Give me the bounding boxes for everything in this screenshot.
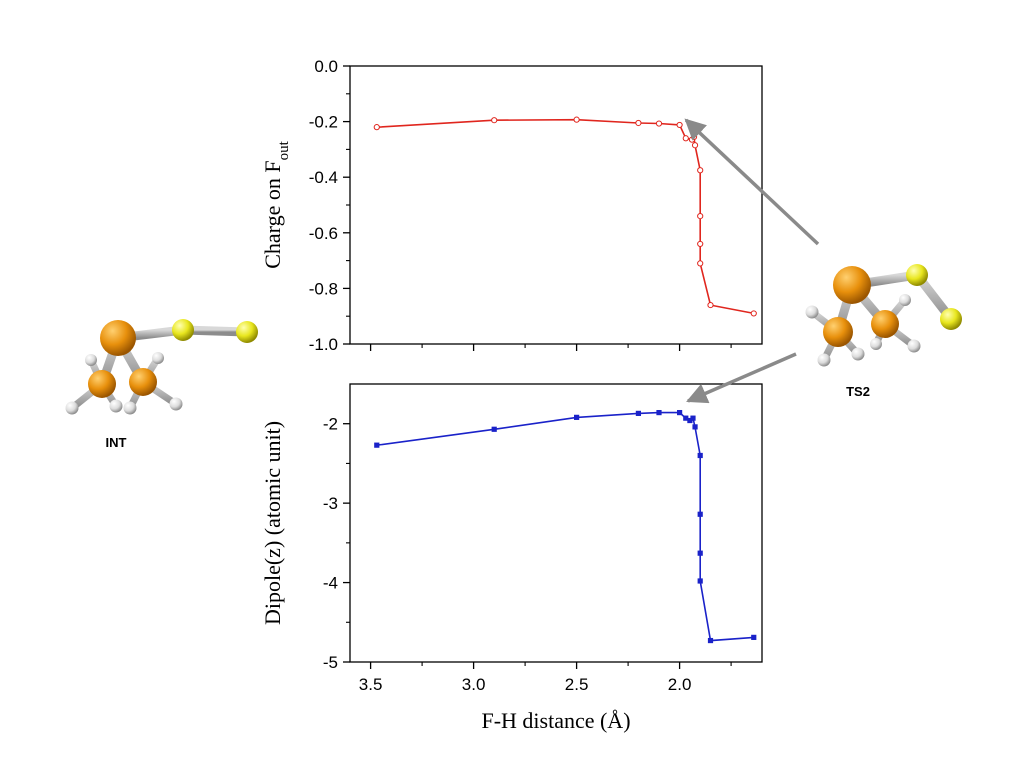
charge-point <box>697 167 704 174</box>
dipole-point <box>635 410 641 416</box>
dipole-line <box>376 411 754 642</box>
charge-point <box>697 260 704 267</box>
dipole-y-tick-label: -4 <box>323 574 338 593</box>
dipole-x-tick-label: 2.5 <box>565 675 589 694</box>
charge-point <box>573 116 580 123</box>
dipole-point <box>697 578 703 584</box>
charge-y-tick-label: -0.8 <box>309 279 338 298</box>
dipole-point <box>656 409 662 416</box>
charge-point <box>697 240 704 248</box>
dipole-y-tick-label: -3 <box>323 494 338 513</box>
charge-point <box>655 120 663 127</box>
charge-point <box>635 119 642 127</box>
charge-y-axis-title: Charge on Fout <box>260 140 292 268</box>
dipole-point <box>707 637 714 644</box>
ts2-molecule-icon <box>805 264 962 367</box>
charge-point <box>676 121 683 129</box>
charge-panel: 0.0 -0.2 -0.4 -0.6 -0.8 -1.0 Charge on Fout <box>260 57 763 354</box>
charge-y-tick-label: 0.0 <box>314 57 338 76</box>
charge-point <box>697 213 704 220</box>
charge-series <box>373 116 757 317</box>
charge-point <box>373 124 380 131</box>
ts2-label: TS2 <box>846 384 870 399</box>
charge-x-ticks <box>369 344 732 351</box>
dipole-x-tick-label: 3.0 <box>462 675 486 694</box>
charge-y-tick-label: -1.0 <box>309 335 338 354</box>
dipole-y-ticks: -2 -3 -4 -5 <box>323 415 350 672</box>
dipole-x-ticks: 3.5 3.0 2.5 2.0 <box>359 662 732 694</box>
arrow-to-dipole <box>686 352 797 404</box>
dipole-point <box>692 424 698 430</box>
charge-point <box>491 117 498 124</box>
dipole-y-axis-title: Dipole(z) (atomic unit) <box>260 421 285 625</box>
dipole-point <box>574 414 580 420</box>
dipole-point <box>687 417 693 424</box>
charge-point <box>690 133 698 140</box>
dipole-plot-frame <box>349 383 763 663</box>
dipole-y-tick-label: -5 <box>323 653 338 672</box>
charge-point <box>707 301 714 309</box>
dipole-point <box>697 511 703 517</box>
dipole-point <box>697 452 703 459</box>
dipole-point <box>491 426 497 432</box>
x-axis-title: F-H distance (Å) <box>481 708 630 733</box>
arrow-to-charge <box>684 118 820 246</box>
dipole-panel: -2 -3 -4 -5 3.5 3.0 2.5 2.0 Dipole(z) (atomic … <box>260 383 763 733</box>
int-molecule-icon <box>65 319 258 415</box>
dipole-x-tick-label: 3.5 <box>359 675 383 694</box>
dipole-point <box>690 415 696 421</box>
charge-y-tick-label: -0.2 <box>309 113 338 132</box>
charge-point <box>750 310 757 317</box>
dipole-point <box>677 409 683 416</box>
charge-point <box>691 142 699 149</box>
charge-y-tick-label: -0.6 <box>309 224 338 243</box>
dipole-point <box>697 550 703 556</box>
dipole-point <box>751 634 757 640</box>
dipole-point <box>374 442 380 448</box>
dipole-series <box>374 409 757 644</box>
dipole-y-tick-label: -2 <box>323 415 338 434</box>
int-label: INT <box>106 435 127 450</box>
dipole-point <box>683 415 689 421</box>
charge-point <box>682 135 689 142</box>
dipole-x-tick-label: 2.0 <box>668 675 692 694</box>
charge-y-ticks: 0.0 -0.2 -0.4 -0.6 -0.8 -1.0 <box>309 57 350 354</box>
charge-y-tick-label: -0.4 <box>309 168 338 187</box>
